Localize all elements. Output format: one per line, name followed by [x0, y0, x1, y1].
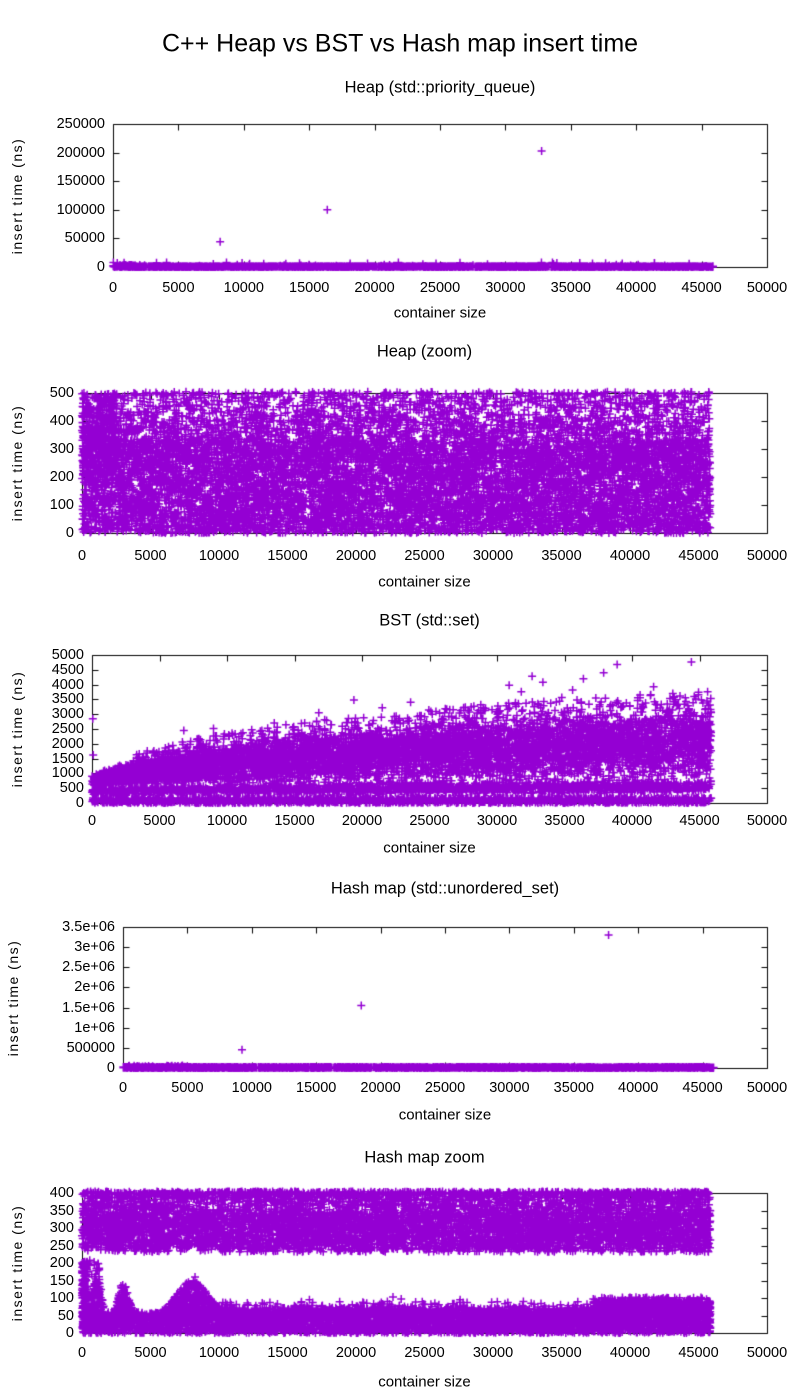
chart-title-bst: BST (std::set) — [379, 611, 480, 630]
page-title: C++ Heap vs BST vs Hash map insert time — [161, 29, 639, 58]
chart-title-heap: Heap (std::priority_queue) — [344, 78, 536, 97]
x-axis-label: container size — [398, 1106, 492, 1124]
x-axis-label: container size — [378, 573, 471, 591]
y-axis-label: insert time (ns) — [9, 670, 25, 788]
y-axis-label: insert time (ns) — [9, 404, 25, 522]
chart-title-heap-zoom: Heap (zoom) — [376, 342, 473, 361]
x-axis-label: container size — [393, 304, 487, 322]
y-axis-label: insert time (ns) — [9, 1204, 25, 1322]
y-axis-label: insert time (ns) — [9, 137, 25, 254]
x-axis-label: container size — [378, 1373, 471, 1391]
x-axis-label: container size — [383, 839, 476, 857]
y-axis-label: insert time (ns) — [5, 939, 21, 1056]
chart-title-hashmap-zoom: Hash map zoom — [364, 1148, 485, 1167]
chart-title-hashmap: Hash map (std::unordered_set) — [330, 879, 560, 898]
